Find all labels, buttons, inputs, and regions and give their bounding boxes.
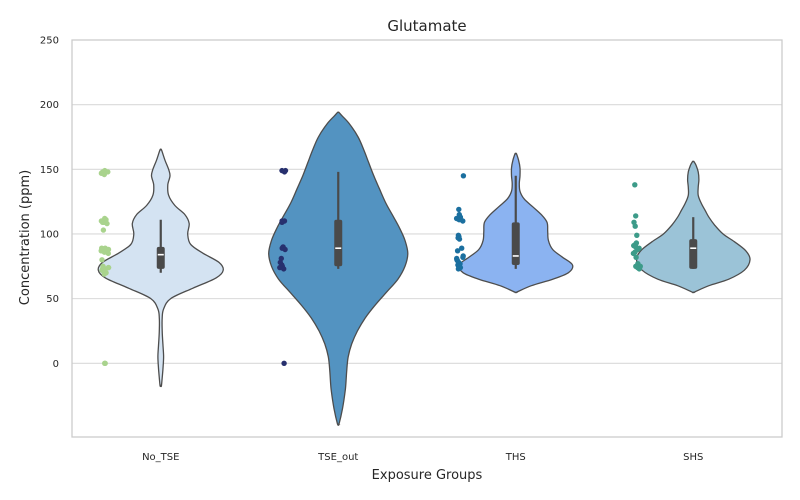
data-point-ths: [456, 263, 462, 269]
y-tick-label-100: 100: [40, 229, 59, 240]
data-point-shs: [630, 250, 637, 257]
y-tick-labels: 0 50 100 150 200 250: [40, 36, 59, 370]
x-tick-label-no-tse: No_TSE: [142, 452, 179, 463]
data-point-shs: [632, 223, 638, 229]
data-point-no-tse: [99, 245, 105, 251]
data-point-no-tse: [99, 219, 106, 225]
data-point-ths: [456, 206, 462, 213]
box-plots: [156, 171, 698, 273]
data-point-no-tse: [101, 249, 108, 255]
data-point-ths: [460, 173, 467, 179]
y-axis-label: Concentration (ppm): [18, 170, 33, 305]
violins: [97, 111, 751, 426]
data-point-shs: [633, 254, 639, 260]
data-point-shs: [632, 182, 638, 188]
data-point-shs: [633, 213, 639, 219]
iqr-box-no-tse: [156, 246, 165, 269]
data-point-ths: [460, 218, 466, 224]
y-tick-label-250: 250: [40, 36, 59, 47]
y-tick-label-0: 0: [53, 359, 59, 370]
data-point-tse-out: [282, 167, 289, 174]
data-point-no-tse: [105, 246, 112, 253]
x-tick-labels: No_TSE TSE_out THS SHS: [142, 452, 703, 463]
data-point-shs: [633, 263, 639, 269]
grid-lines: [72, 39, 782, 364]
data-point-no-tse: [102, 360, 108, 366]
y-tick-label-200: 200: [40, 100, 59, 111]
strip-points: [98, 167, 643, 366]
data-point-no-tse: [100, 227, 107, 233]
iqr-box-shs: [689, 239, 698, 269]
iqr-box-ths: [511, 222, 520, 266]
data-point-no-tse: [105, 169, 111, 175]
plot-frame: [71, 39, 783, 438]
x-tick-label-shs: SHS: [683, 452, 703, 463]
data-point-no-tse: [98, 170, 105, 176]
iqr-box-tse-out: [334, 219, 343, 267]
x-tick-label-tse-out: TSE_out: [317, 452, 358, 463]
chart-title: Glutamate: [387, 17, 466, 35]
data-point-tse-out: [281, 360, 287, 366]
y-tick-label-150: 150: [40, 165, 59, 176]
data-point-no-tse: [99, 257, 105, 263]
data-point-ths: [454, 248, 461, 254]
data-point-tse-out: [281, 266, 287, 272]
data-point-no-tse: [105, 264, 112, 271]
data-point-tse-out: [279, 218, 285, 224]
data-point-shs: [634, 232, 640, 238]
y-tick-label-50: 50: [46, 294, 59, 305]
data-point-ths: [456, 236, 463, 242]
data-point-ths: [460, 254, 466, 260]
data-point-no-tse: [102, 268, 108, 275]
data-point-ths: [459, 245, 465, 251]
x-axis-label: Exposure Groups: [372, 468, 483, 483]
data-point-tse-out: [282, 246, 288, 253]
x-tick-label-ths: THS: [505, 452, 526, 463]
